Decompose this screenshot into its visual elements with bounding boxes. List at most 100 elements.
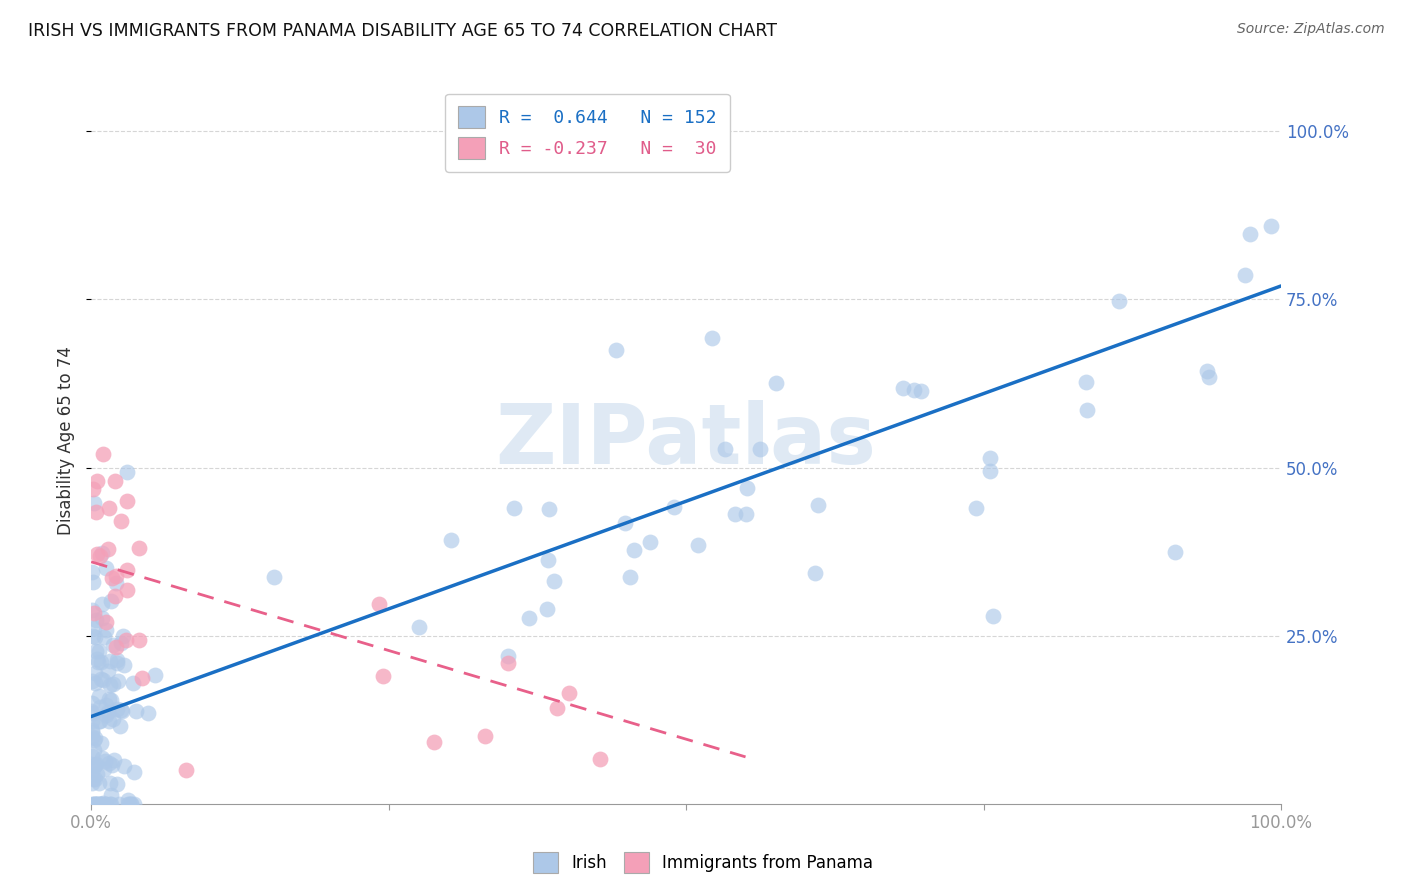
Point: [82, 772, 104, 787]
Point: [120, 797, 142, 811]
Point: [82, 706, 104, 720]
Point: [83, 797, 105, 811]
Point: [122, 765, 145, 780]
Point: [735, 481, 758, 495]
Point: [368, 598, 391, 612]
Point: [537, 501, 560, 516]
Point: [80, 725, 103, 739]
Point: [765, 376, 787, 390]
Point: [748, 442, 770, 457]
Point: [891, 380, 914, 394]
Point: [115, 582, 138, 597]
Point: [496, 656, 519, 670]
Point: [93, 630, 115, 644]
Point: [517, 610, 540, 624]
Point: [91, 796, 114, 810]
Point: [91, 447, 114, 461]
Point: [979, 464, 1001, 478]
Point: [105, 701, 128, 715]
Point: [100, 594, 122, 608]
Point: [87, 776, 110, 790]
Point: [104, 576, 127, 591]
Point: [83, 797, 105, 811]
Point: [83, 630, 105, 644]
Point: [87, 714, 110, 728]
Point: [558, 685, 581, 699]
Point: [90, 672, 112, 686]
Point: [117, 797, 139, 811]
Point: [503, 501, 526, 516]
Point: [614, 516, 637, 530]
Point: [96, 797, 118, 811]
Point: [101, 571, 124, 585]
Point: [910, 384, 932, 398]
Point: [263, 570, 285, 584]
Text: Source: ZipAtlas.com: Source: ZipAtlas.com: [1237, 22, 1385, 37]
Point: [97, 705, 120, 719]
Point: [86, 767, 108, 781]
Point: [176, 764, 198, 778]
Point: [117, 466, 139, 480]
Point: [734, 507, 756, 521]
Point: [82, 482, 104, 496]
Point: [84, 757, 107, 772]
Point: [440, 533, 463, 548]
Point: [1197, 364, 1219, 378]
Point: [474, 729, 496, 743]
Point: [83, 607, 105, 621]
Point: [619, 569, 641, 583]
Point: [115, 494, 138, 508]
Point: [83, 797, 105, 811]
Point: [112, 759, 135, 773]
Point: [110, 703, 132, 717]
Point: [108, 797, 131, 811]
Point: [536, 553, 558, 567]
Point: [103, 713, 125, 727]
Point: [98, 776, 121, 790]
Point: [373, 669, 395, 683]
Point: [128, 541, 150, 556]
Point: [84, 505, 107, 519]
Point: [1074, 375, 1097, 389]
Point: [80, 603, 103, 617]
Point: [86, 474, 108, 488]
Point: [605, 343, 627, 358]
Point: [90, 797, 112, 811]
Point: [80, 723, 103, 738]
Point: [981, 609, 1004, 624]
Point: [117, 793, 139, 807]
Point: [546, 701, 568, 715]
Point: [1234, 268, 1257, 282]
Point: [965, 500, 987, 515]
Point: [117, 564, 139, 578]
Point: [91, 673, 114, 687]
Point: [96, 623, 118, 637]
Point: [89, 549, 111, 563]
Point: [101, 757, 124, 772]
Point: [101, 638, 124, 652]
Point: [84, 757, 107, 772]
Text: IRISH VS IMMIGRANTS FROM PANAMA DISABILITY AGE 65 TO 74 CORRELATION CHART: IRISH VS IMMIGRANTS FROM PANAMA DISABILI…: [28, 22, 778, 40]
Y-axis label: Disability Age 65 to 74: Disability Age 65 to 74: [58, 346, 75, 535]
Point: [83, 733, 105, 747]
Point: [96, 615, 118, 629]
Point: [93, 762, 115, 776]
Point: [98, 678, 121, 692]
Point: [804, 566, 827, 580]
Point: [110, 515, 132, 529]
Point: [104, 474, 127, 488]
Point: [84, 676, 107, 690]
Point: [86, 547, 108, 561]
Point: [105, 569, 128, 583]
Legend: Irish, Immigrants from Panama: Irish, Immigrants from Panama: [526, 846, 880, 880]
Point: [94, 754, 117, 768]
Point: [120, 797, 142, 811]
Point: [80, 748, 103, 763]
Point: [84, 772, 107, 786]
Point: [86, 797, 108, 811]
Point: [713, 442, 735, 456]
Point: [423, 735, 446, 749]
Point: [103, 677, 125, 691]
Point: [97, 664, 120, 678]
Point: [80, 797, 103, 811]
